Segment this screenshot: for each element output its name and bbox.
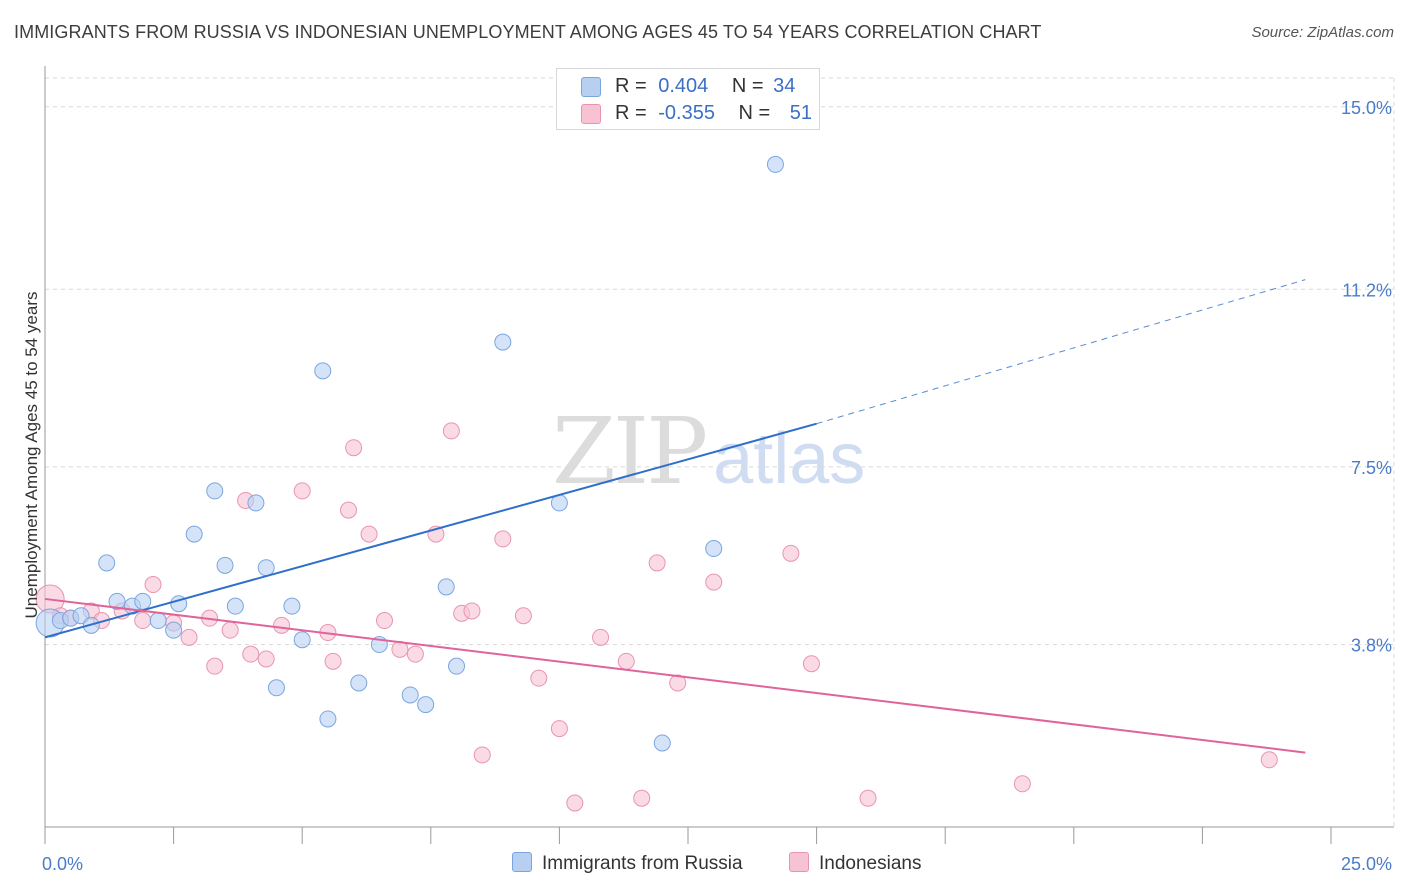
indonesians-point bbox=[324, 652, 342, 670]
russia-point bbox=[293, 631, 311, 649]
indonesians-point bbox=[242, 645, 260, 663]
russia-point bbox=[653, 734, 671, 752]
russia-point bbox=[401, 686, 419, 704]
indonesians-point bbox=[180, 628, 198, 646]
indonesians-point bbox=[669, 674, 687, 692]
indonesians-n-value: 51 bbox=[789, 102, 813, 124]
russia-point bbox=[283, 597, 301, 615]
source-label: Source: ZipAtlas.com bbox=[1251, 24, 1394, 41]
legend-item-indonesians[interactable]: Indonesians bbox=[789, 852, 921, 875]
russia-points bbox=[35, 155, 784, 752]
indonesians-point bbox=[494, 530, 512, 548]
legend-label-russia: Immigrants from Russia bbox=[542, 853, 743, 874]
indonesians-stats: R = -0.355 N = 51 bbox=[615, 102, 812, 125]
indonesians-point bbox=[345, 439, 363, 457]
russia-point bbox=[108, 592, 126, 610]
indonesians-point bbox=[376, 612, 394, 630]
indonesians-point bbox=[592, 628, 610, 646]
russia-point bbox=[247, 494, 265, 512]
axes bbox=[44, 66, 1394, 844]
russia-point bbox=[350, 674, 368, 692]
tick-labels: 3.8% 7.5% 11.2% 15.0% 0.0% 25.0% bbox=[42, 98, 1392, 874]
indonesians-point bbox=[257, 650, 275, 668]
indonesians-point bbox=[206, 657, 224, 675]
trend-lines bbox=[44, 279, 1306, 754]
russia-point bbox=[766, 155, 784, 173]
russia-point bbox=[185, 525, 203, 543]
indonesians-point bbox=[442, 422, 460, 440]
indonesians-point bbox=[530, 669, 548, 687]
indonesians-point bbox=[1260, 751, 1278, 769]
russia-point bbox=[226, 597, 244, 615]
indonesians-swatch bbox=[581, 104, 601, 124]
russia-r-value: 0.404 bbox=[658, 75, 709, 97]
indonesians-point bbox=[1013, 775, 1031, 793]
russia-point bbox=[98, 554, 116, 572]
y-tick-label: 7.5% bbox=[1351, 458, 1392, 478]
legend-swatch-indonesians bbox=[789, 852, 809, 872]
russia-trend-line bbox=[44, 422, 817, 639]
indonesians-point bbox=[782, 544, 800, 562]
x-tick-label: 25.0% bbox=[1341, 854, 1392, 874]
russia-stats: R = 0.404 N = 34 bbox=[615, 75, 795, 98]
russia-point bbox=[165, 621, 183, 639]
grid-lines bbox=[45, 77, 1395, 827]
legend-item-russia[interactable]: Immigrants from Russia bbox=[512, 852, 743, 875]
indonesians-point bbox=[648, 554, 666, 572]
russia-trend-extension bbox=[816, 279, 1306, 425]
russia-point bbox=[314, 362, 332, 380]
indonesians-r-label: R = bbox=[615, 102, 647, 124]
russia-swatch bbox=[581, 77, 601, 97]
indonesians-points bbox=[35, 422, 1278, 812]
indonesians-point bbox=[802, 655, 820, 673]
indonesians-point bbox=[406, 645, 424, 663]
x-tick-label: 0.0% bbox=[42, 854, 83, 874]
stats-legend: R = 0.404 N = 34 R = -0.355 N = 51 bbox=[556, 68, 820, 130]
series-legend: Immigrants from Russia Indonesians bbox=[0, 852, 1406, 878]
indonesians-point bbox=[221, 621, 239, 639]
indonesians-point bbox=[859, 789, 877, 807]
indonesians-point bbox=[293, 482, 311, 500]
russia-n-value: 34 bbox=[773, 75, 796, 97]
indonesians-point bbox=[514, 607, 532, 625]
russia-point bbox=[257, 559, 275, 577]
russia-point bbox=[448, 657, 466, 675]
indonesians-r-value: -0.355 bbox=[658, 102, 715, 124]
russia-r-label: R = bbox=[615, 75, 647, 97]
russia-n-label: N = bbox=[731, 75, 764, 97]
indonesians-point bbox=[273, 616, 291, 634]
russia-point bbox=[267, 679, 285, 697]
chart-title: IMMIGRANTS FROM RUSSIA VS INDONESIAN UNE… bbox=[14, 22, 1042, 42]
y-tick-label: 11.2% bbox=[1342, 280, 1392, 300]
indonesians-point bbox=[473, 746, 491, 764]
indonesians-point bbox=[550, 720, 568, 738]
russia-point bbox=[149, 612, 167, 630]
y-tick-label: 15.0% bbox=[1341, 98, 1392, 118]
indonesians-point bbox=[617, 652, 635, 670]
indonesians-trend-line bbox=[44, 597, 1306, 754]
indonesians-point bbox=[360, 525, 378, 543]
y-tick-label: 3.8% bbox=[1351, 636, 1392, 656]
russia-point bbox=[494, 333, 512, 351]
indonesians-point bbox=[566, 794, 584, 812]
indonesians-point bbox=[339, 501, 357, 519]
indonesians-point bbox=[705, 573, 723, 591]
russia-point bbox=[206, 482, 224, 500]
indonesians-n-label: N = bbox=[738, 102, 771, 124]
russia-point bbox=[417, 696, 435, 714]
indonesians-point bbox=[633, 789, 651, 807]
russia-point bbox=[134, 592, 152, 610]
y-axis-label: Unemployment Among Ages 45 to 54 years bbox=[22, 292, 41, 619]
russia-point bbox=[705, 540, 723, 558]
russia-point bbox=[319, 710, 337, 728]
russia-point bbox=[437, 578, 455, 596]
indonesians-point bbox=[463, 602, 481, 620]
russia-point bbox=[216, 556, 234, 574]
legend-swatch-russia bbox=[512, 852, 532, 872]
indonesians-point bbox=[144, 576, 162, 594]
legend-label-indonesians: Indonesians bbox=[819, 853, 922, 874]
indonesians-point bbox=[134, 612, 152, 630]
